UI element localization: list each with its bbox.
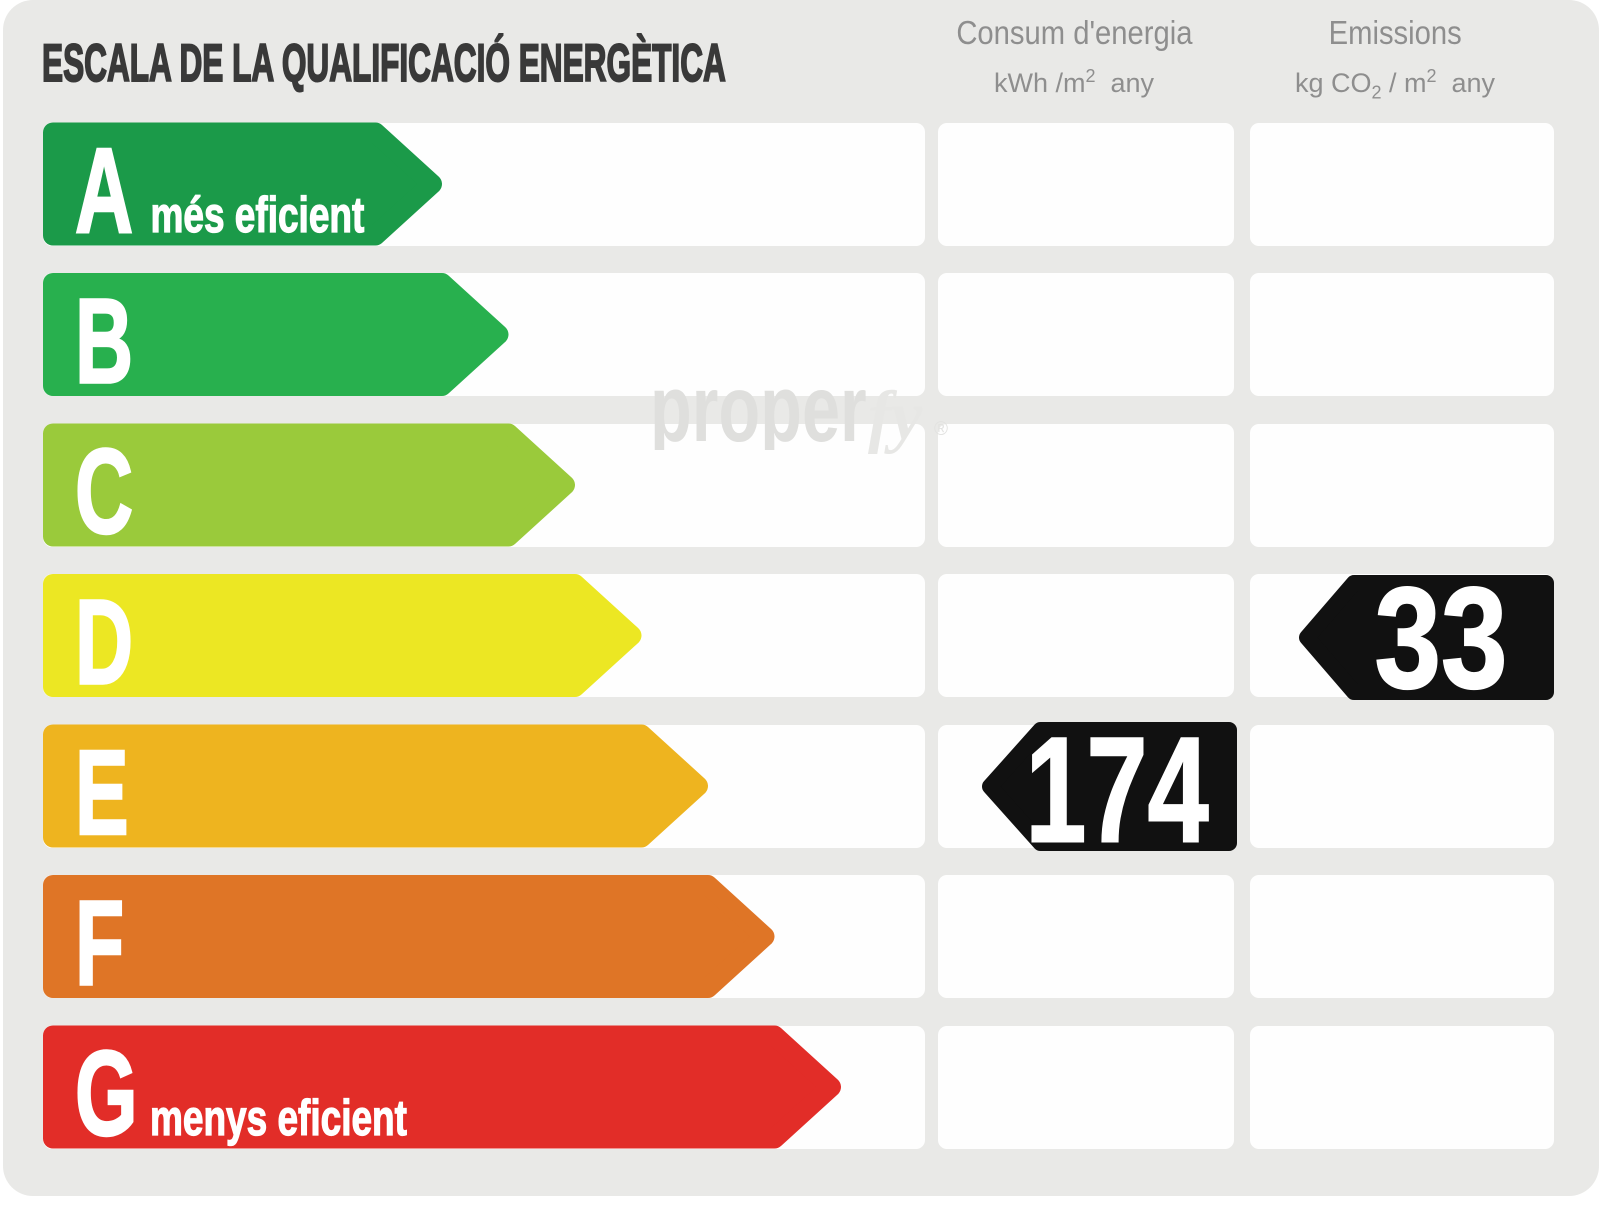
- svg-text:B: B: [75, 273, 133, 408]
- svg-text:D: D: [75, 574, 133, 709]
- svg-text:33: 33: [1375, 558, 1508, 719]
- svg-text:F: F: [75, 875, 124, 1010]
- svg-text:més eficient: més eficient: [151, 188, 365, 244]
- svg-text:menys eficient: menys eficient: [150, 1091, 407, 1147]
- svg-text:C: C: [75, 423, 133, 558]
- svg-text:E: E: [75, 724, 129, 859]
- svg-text:G: G: [75, 1025, 138, 1160]
- svg-text:®: ®: [934, 419, 948, 440]
- svg-text:174: 174: [1025, 706, 1208, 874]
- svg-text:A: A: [75, 122, 133, 257]
